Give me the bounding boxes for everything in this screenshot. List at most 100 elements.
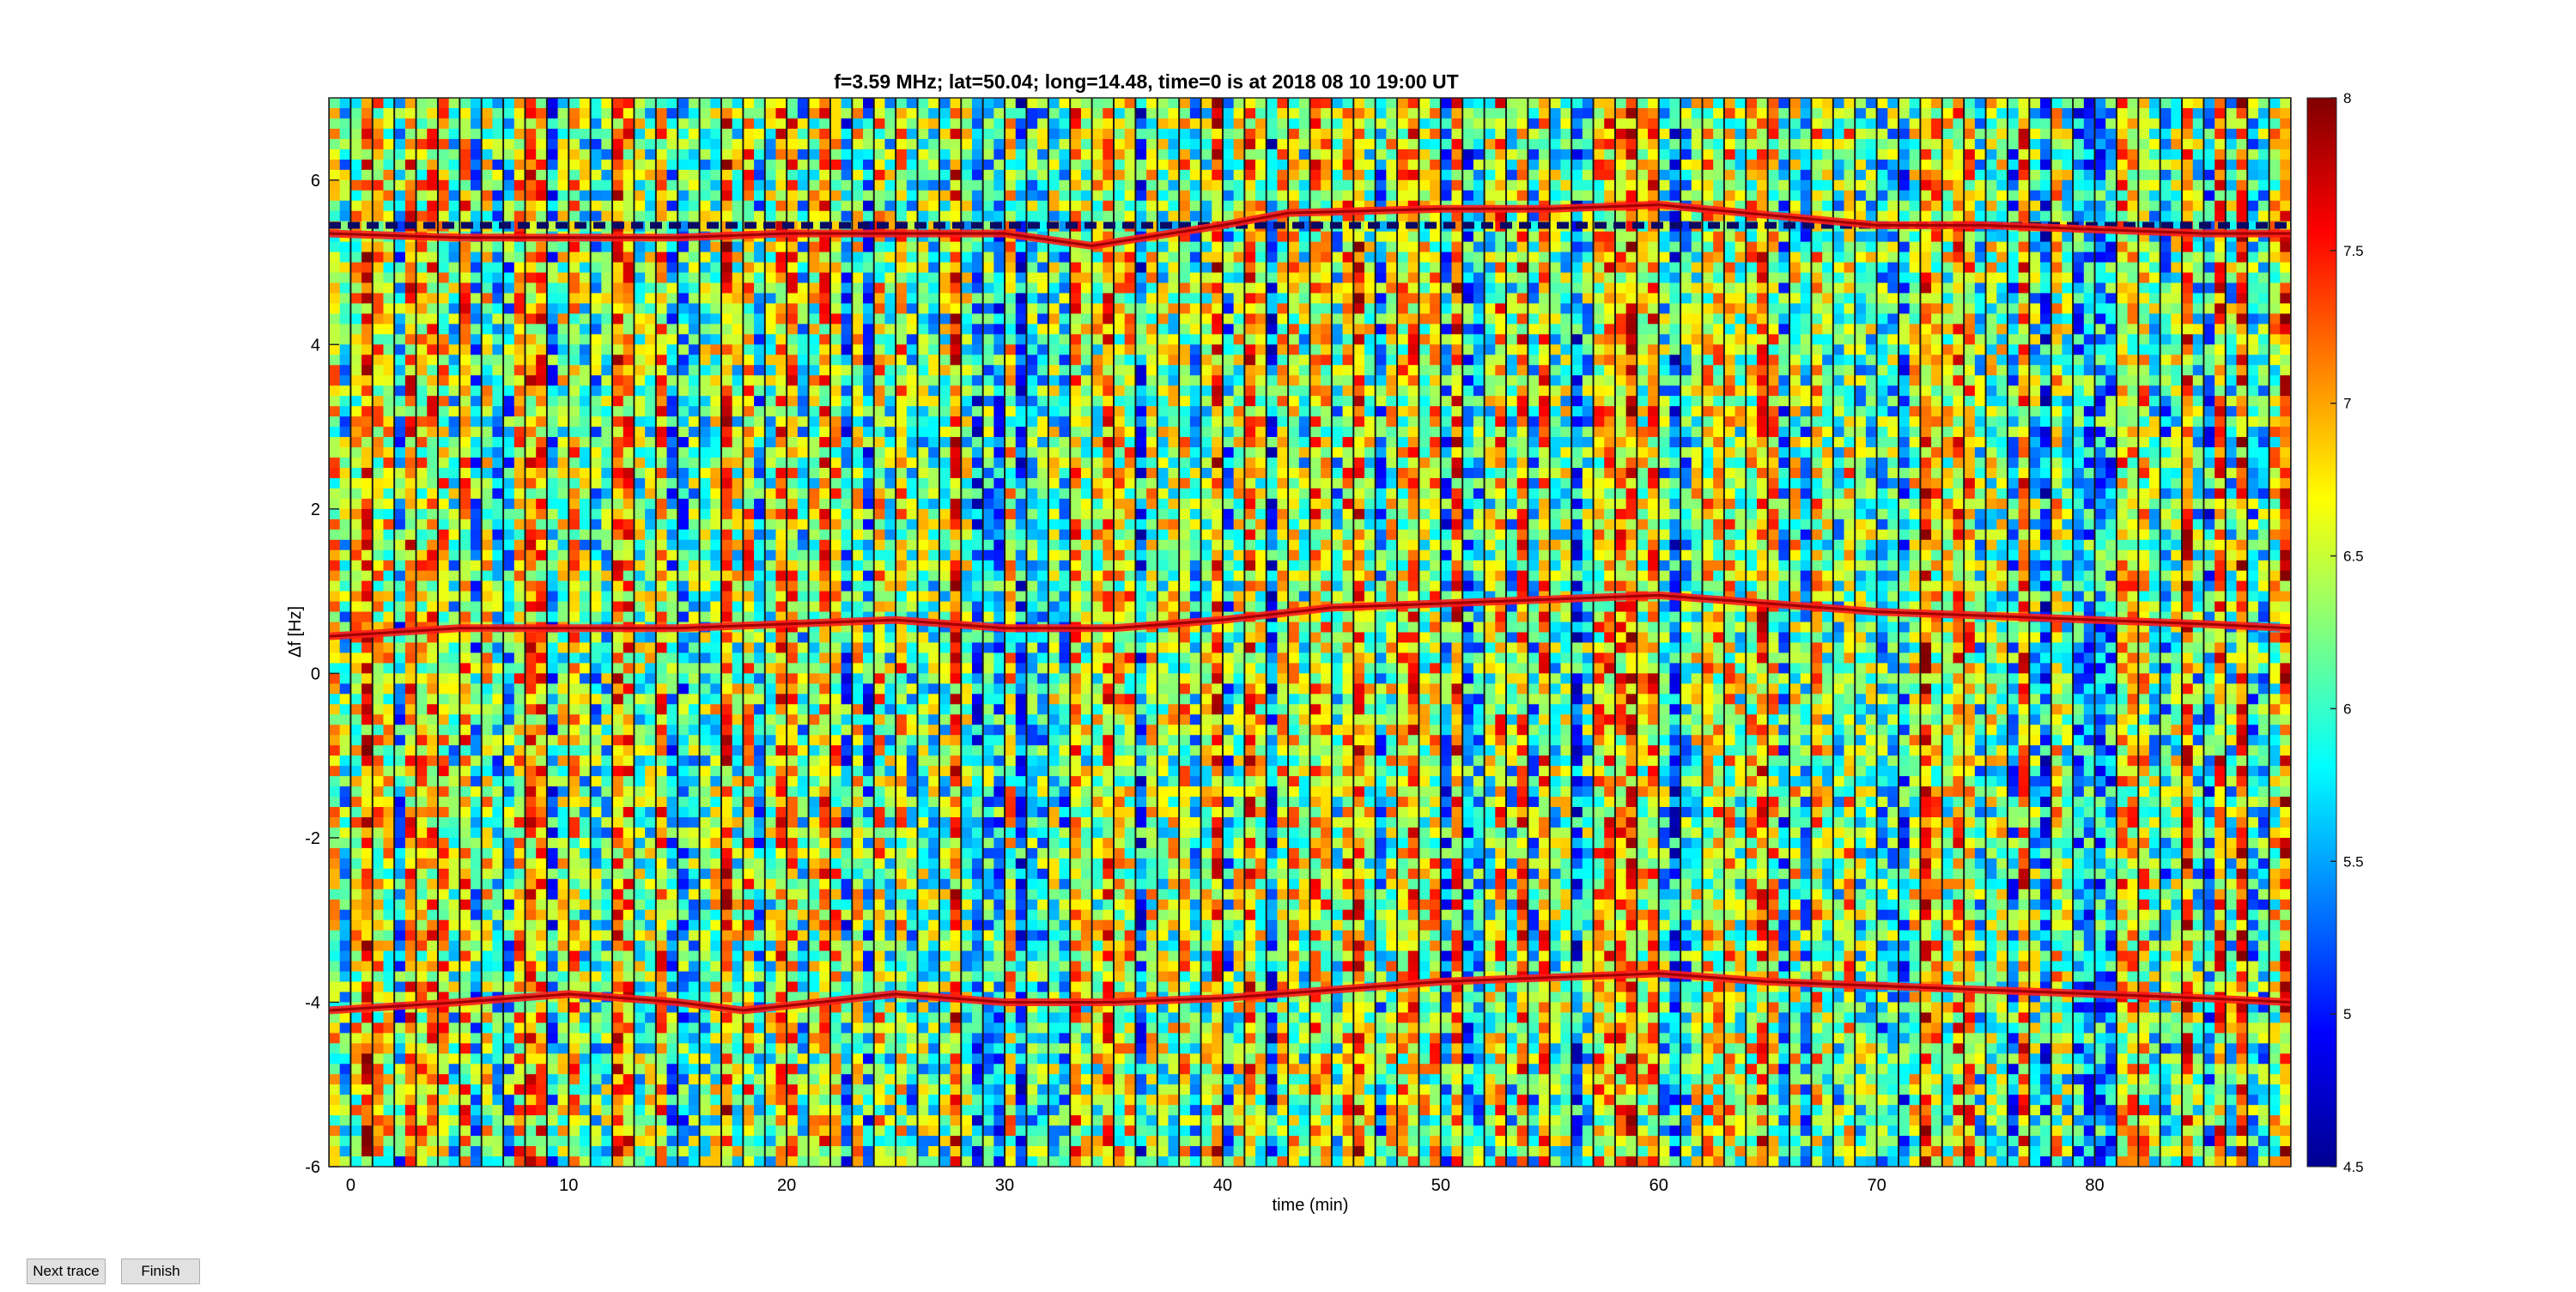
heatmap-cell (677, 303, 689, 314)
heatmap-cell (721, 951, 732, 962)
heatmap-cell (471, 530, 482, 541)
heatmap-cell (798, 263, 809, 274)
heatmap-cell (809, 725, 820, 736)
heatmap-cell (809, 355, 820, 366)
heatmap-cell (361, 1136, 373, 1147)
heatmap-cell (612, 766, 623, 777)
heatmap-cell (361, 714, 373, 725)
heatmap-cell (645, 540, 656, 551)
heatmap-cell (710, 1105, 721, 1116)
heatmap-cell (700, 612, 711, 623)
heatmap-cell (568, 612, 580, 623)
heatmap-cell (580, 951, 591, 962)
heatmap-cell (438, 848, 449, 859)
heatmap-cell (526, 889, 537, 901)
heatmap-cell (601, 416, 612, 428)
heatmap-cell (809, 519, 820, 531)
heatmap-cell (503, 652, 514, 664)
heatmap-cell (830, 468, 841, 479)
heatmap-cell (634, 1002, 645, 1013)
heatmap-cell (623, 427, 635, 438)
heatmap-cell (787, 694, 798, 705)
heatmap-cell (645, 591, 656, 603)
heatmap-cell (492, 652, 503, 664)
heatmap-cell (689, 920, 700, 931)
heatmap-cell (700, 1084, 711, 1095)
heatmap-cell (656, 776, 667, 787)
heatmap-cell (743, 1125, 754, 1137)
heatmap-cell (514, 201, 526, 212)
heatmap-cell (361, 766, 373, 777)
heatmap-cell (775, 1115, 787, 1126)
heatmap-cell (492, 858, 503, 870)
heatmap-cell (601, 828, 612, 839)
heatmap-cell (700, 910, 711, 921)
heatmap-cell (689, 160, 700, 171)
heatmap-cell (449, 931, 460, 942)
heatmap-cell (798, 941, 809, 952)
heatmap-cell (568, 1064, 580, 1075)
heatmap-cell (656, 385, 667, 397)
heatmap-cell (383, 941, 394, 952)
heatmap-cell (591, 499, 602, 510)
heatmap-cell (558, 406, 569, 417)
heatmap-cell (775, 108, 787, 119)
heatmap-cell (830, 1012, 841, 1023)
heatmap-cell (492, 180, 503, 191)
heatmap-cell (405, 858, 416, 870)
heatmap-cell (841, 1146, 853, 1157)
heatmap-cell (471, 910, 482, 921)
heatmap-cell (350, 1095, 361, 1106)
heatmap-cell (580, 848, 591, 859)
heatmap-cell (503, 509, 514, 520)
heatmap-cell (471, 1033, 482, 1044)
heatmap-cell (809, 982, 820, 993)
heatmap-cell (568, 591, 580, 603)
heatmap-cell (547, 437, 558, 448)
heatmap-cell (743, 385, 754, 397)
heatmap-cell (350, 447, 361, 458)
heatmap-cell (689, 1053, 700, 1065)
heatmap-cell (765, 900, 776, 911)
heatmap-cell (798, 385, 809, 397)
heatmap-cell (438, 683, 449, 695)
heatmap-cell (459, 478, 471, 489)
heatmap-cell (634, 252, 645, 264)
heatmap-cell (656, 755, 667, 767)
heatmap-cell (416, 211, 428, 222)
heatmap-cell (482, 1074, 493, 1085)
heatmap-cell (841, 869, 853, 880)
heatmap-cell (754, 1084, 765, 1095)
heatmap-cell (787, 663, 798, 674)
heatmap-cell (765, 1053, 776, 1065)
heatmap-cell (547, 571, 558, 582)
heatmap-cell (438, 828, 449, 839)
heatmap-cell (329, 108, 340, 119)
heatmap-cell (558, 211, 569, 222)
heatmap-cell (427, 118, 438, 130)
heatmap-cell (536, 98, 547, 109)
heatmap-cell (743, 1146, 754, 1157)
heatmap-cell (830, 1084, 841, 1095)
heatmap-cell (591, 869, 602, 880)
heatmap-cell (677, 550, 689, 561)
heatmap-cell (580, 252, 591, 264)
heatmap-cell (568, 776, 580, 787)
heatmap-cell (492, 755, 503, 767)
heatmap-cell (438, 776, 449, 787)
heatmap-cell (547, 242, 558, 253)
heatmap-cell (754, 910, 765, 921)
heatmap-cell (612, 416, 623, 428)
heatmap-cell (536, 540, 547, 551)
heatmap-cell (775, 313, 787, 325)
heatmap-cell (547, 530, 558, 541)
heatmap-cell (526, 869, 537, 880)
heatmap-cell (568, 714, 580, 725)
heatmap-cell (677, 951, 689, 962)
heatmap-cell (383, 1053, 394, 1065)
heatmap-cell (394, 252, 405, 264)
heatmap-cell (503, 293, 514, 304)
heatmap-cell (449, 673, 460, 684)
heatmap-cell (775, 602, 787, 613)
heatmap-cell (667, 118, 678, 130)
